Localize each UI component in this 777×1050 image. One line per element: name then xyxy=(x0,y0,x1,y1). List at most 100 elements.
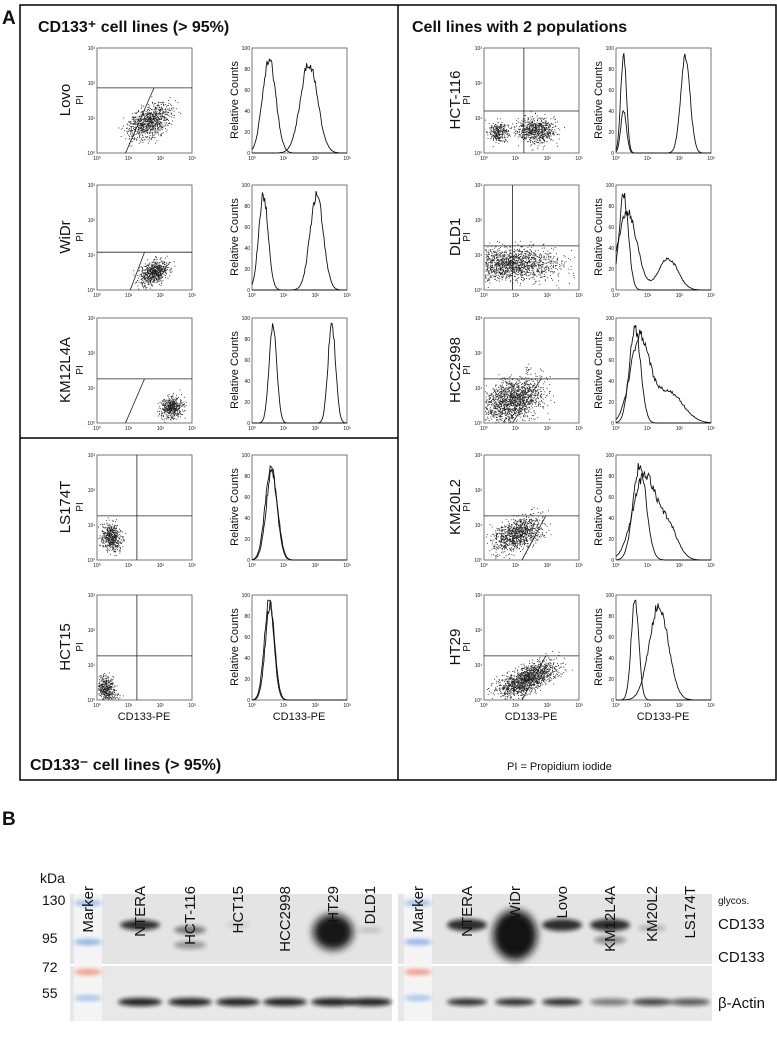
event-dot xyxy=(497,263,499,265)
event-dot xyxy=(547,136,549,138)
event-dot xyxy=(541,123,543,125)
event-dot xyxy=(524,138,526,139)
event-dot xyxy=(503,266,505,268)
event-dot xyxy=(509,267,511,269)
event-dot xyxy=(164,404,166,406)
event-dot xyxy=(160,113,162,115)
tick-label: 10² xyxy=(676,156,684,162)
event-dot xyxy=(151,128,152,130)
event-dot xyxy=(105,674,107,676)
event-dot xyxy=(169,410,171,412)
event-dot xyxy=(529,140,531,142)
event-dot xyxy=(172,394,174,396)
event-dot xyxy=(148,127,150,129)
event-dot xyxy=(144,133,146,135)
event-dot xyxy=(527,129,529,131)
event-dot xyxy=(149,269,151,271)
event-dot xyxy=(156,123,158,125)
event-dot xyxy=(504,264,506,266)
event-dot xyxy=(532,136,534,138)
event-dot xyxy=(501,255,503,257)
event-dot xyxy=(141,269,143,271)
event-dot xyxy=(529,138,531,140)
event-dot xyxy=(101,539,103,541)
event-dot xyxy=(114,537,115,539)
event-dot xyxy=(540,137,542,139)
event-dot xyxy=(154,272,156,274)
event-dot xyxy=(153,116,155,118)
event-dot xyxy=(117,535,119,537)
event-dot xyxy=(502,276,504,278)
event-dot xyxy=(131,141,133,143)
event-dot xyxy=(115,544,117,546)
event-dot xyxy=(144,282,146,284)
event-dot xyxy=(158,106,160,108)
event-dot xyxy=(111,542,113,544)
event-dot xyxy=(109,697,111,699)
event-dot xyxy=(104,681,106,683)
event-dot xyxy=(160,108,161,110)
event-dot xyxy=(146,115,148,117)
event-dot xyxy=(503,135,505,137)
tick-label: 10¹ xyxy=(125,703,133,709)
event-dot xyxy=(519,269,521,271)
event-dot xyxy=(144,271,146,273)
event-dot xyxy=(171,407,173,409)
event-dot xyxy=(490,126,492,128)
event-dot xyxy=(105,697,106,699)
event-dot xyxy=(170,408,172,410)
event-dot xyxy=(143,113,145,115)
event-dot xyxy=(165,116,167,118)
event-dot xyxy=(488,278,489,280)
event-dot xyxy=(110,529,112,531)
event-dot xyxy=(141,270,143,272)
event-dot xyxy=(153,265,155,267)
event-dot xyxy=(551,129,552,131)
event-dot xyxy=(169,411,171,412)
event-dot xyxy=(538,138,539,139)
event-dot xyxy=(130,123,132,125)
plot-frame xyxy=(251,594,348,701)
event-dot xyxy=(106,697,108,699)
event-dot xyxy=(106,697,108,699)
event-dot xyxy=(541,142,543,144)
event-dot xyxy=(150,265,152,267)
event-dot xyxy=(140,122,142,124)
event-dot xyxy=(137,280,139,282)
event-dot xyxy=(531,123,533,125)
event-dot xyxy=(557,262,558,264)
event-dot xyxy=(543,258,545,260)
event-dot xyxy=(119,541,121,543)
event-dot xyxy=(152,261,154,263)
event-dot xyxy=(146,265,147,267)
event-dot xyxy=(154,271,156,273)
event-dot xyxy=(141,271,143,273)
event-dot xyxy=(183,396,185,398)
event-dot xyxy=(497,131,499,132)
event-dot xyxy=(112,543,114,545)
event-dot xyxy=(151,274,153,275)
event-dot xyxy=(538,126,540,128)
event-dot xyxy=(100,686,102,688)
event-dot xyxy=(162,262,164,264)
event-dot xyxy=(108,545,109,547)
event-dot xyxy=(128,120,130,122)
event-dot xyxy=(497,254,498,256)
axis-label: PI xyxy=(462,95,473,104)
event-dot xyxy=(496,263,498,265)
event-dot xyxy=(139,127,141,129)
event-dot xyxy=(104,692,106,694)
event-dot xyxy=(495,134,497,136)
event-dot xyxy=(147,278,149,280)
event-dot xyxy=(516,257,518,259)
event-dot xyxy=(540,117,542,119)
event-dot xyxy=(161,407,163,409)
event-dot xyxy=(144,277,146,279)
event-dot xyxy=(107,551,108,553)
event-dot xyxy=(153,271,155,273)
event-dot xyxy=(166,407,168,409)
event-dot xyxy=(552,260,554,262)
event-dot xyxy=(519,134,521,136)
event-dot xyxy=(182,404,184,406)
event-dot xyxy=(106,531,108,533)
